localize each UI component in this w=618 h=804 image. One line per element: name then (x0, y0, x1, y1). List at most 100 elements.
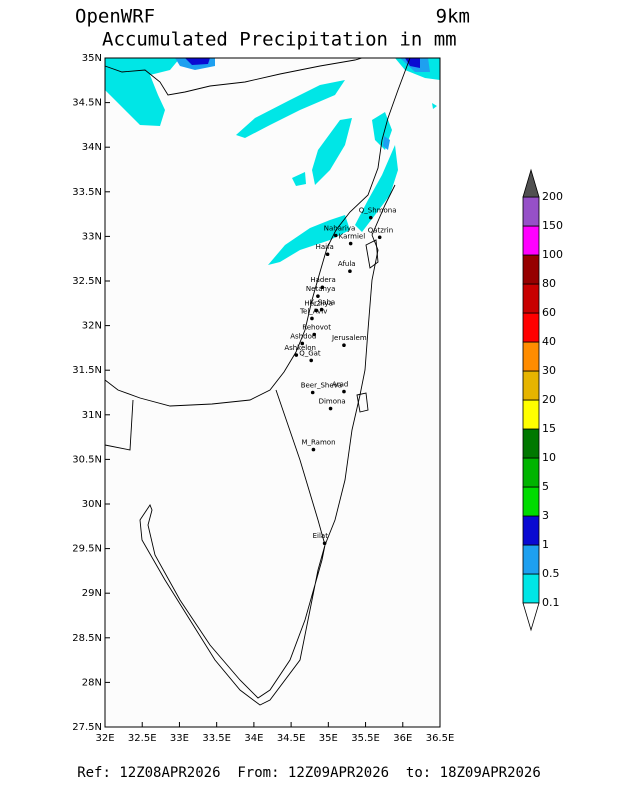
y-tick-label: 30N (82, 499, 102, 510)
x-tick-label: 35E (319, 733, 338, 744)
colorbar-box (522, 573, 540, 604)
city-label: Eilat (313, 532, 329, 540)
model-name: OpenWRF (75, 6, 155, 28)
y-tick-label: 29N (82, 588, 102, 599)
colorbar-label: 60 (542, 306, 556, 319)
city-dot (348, 269, 352, 273)
y-tick-label: 33.5N (72, 187, 102, 198)
city-dot (368, 215, 373, 220)
y-tick-label: 29.5N (72, 544, 102, 555)
city-dot (328, 406, 333, 411)
y-tick-label: 32N (82, 321, 102, 332)
city-label: Tel_Aviv (299, 307, 327, 315)
colorbar-label: 40 (542, 335, 556, 348)
y-tick-label: 35N (82, 53, 102, 64)
city-dot (377, 235, 382, 240)
colorbar-box (522, 341, 540, 372)
y-tick-label: 28N (82, 677, 102, 688)
colorbar-label: 15 (542, 422, 556, 435)
colorbar-label: 150 (542, 219, 563, 232)
y-tick-label: 31N (82, 410, 102, 421)
colorbar-box (522, 312, 540, 343)
map-title: Accumulated Precipitation in mm (102, 29, 457, 51)
colorbar-box (522, 196, 540, 227)
city-dot (320, 285, 325, 290)
city-dot (325, 252, 330, 257)
city-dot (309, 358, 314, 363)
city-dot (342, 343, 346, 348)
colorbar-label: 1 (542, 538, 549, 551)
city-dot (319, 307, 324, 312)
colorbar-box (522, 428, 540, 459)
x-tick-label: 32.5E (128, 733, 157, 744)
city-dot (322, 541, 327, 546)
city-label: Hadera (310, 276, 335, 284)
colorbar-box (522, 457, 540, 488)
coastlines (104, 57, 411, 706)
colorbar-label: 10 (542, 451, 556, 464)
colorbar-box (522, 225, 540, 256)
city-dot (310, 390, 315, 395)
city-label: Nahariya (324, 225, 356, 233)
x-tick-label: 35.5E (351, 733, 380, 744)
y-tick-label: 31.5N (72, 365, 102, 376)
city-label: Ashkelon (284, 344, 316, 352)
city-label: Netanya (306, 285, 335, 293)
colorbar-label: 200 (542, 190, 563, 203)
x-tick-label: 33.5E (202, 733, 231, 744)
y-tick-label: 32.5N (72, 276, 102, 287)
y-tick-label: 30.5N (72, 454, 102, 465)
y-tick-label: 34.5N (72, 98, 102, 109)
city-label: M_Ramon (301, 439, 335, 447)
city-label: Rehovot (302, 324, 331, 332)
city-label: Q_Shmona (359, 207, 397, 215)
colorbar-label: 0.5 (542, 567, 560, 580)
city-dot (300, 341, 305, 346)
city-label: Jerusalem (331, 334, 367, 342)
city-dot (333, 233, 338, 238)
x-tick-label: 34.5E (277, 733, 306, 744)
city-label: Karmiel (339, 233, 366, 241)
city-label: Beer_Sheva (301, 382, 342, 390)
colorbar-label: 3 (542, 509, 549, 522)
y-tick-label: 34N (82, 142, 102, 153)
city-dot (348, 241, 353, 246)
city-label: Afula (338, 260, 356, 268)
colorbar-box (522, 544, 540, 575)
city-label: Haifa (316, 243, 334, 251)
x-tick-label: 36E (393, 733, 412, 744)
y-tick-label: 28.5N (72, 633, 102, 644)
x-tick-label: 32E (95, 733, 114, 744)
map-area (105, 58, 440, 727)
city-dot (311, 447, 316, 452)
footer: Ref: 12Z08APR2026 From: 12Z09APR2026 to:… (77, 765, 541, 781)
city-label: Herzliya (304, 299, 332, 307)
map-frame (104, 57, 441, 728)
x-tick-label: 33E (170, 733, 189, 744)
colorbar-label: 20 (542, 393, 556, 406)
colorbar-over (522, 168, 540, 198)
city-dot (312, 332, 316, 337)
city-label: Q_Gat (299, 349, 321, 357)
colorbar-box (522, 399, 540, 430)
city-dot (316, 294, 320, 298)
colorbar-box (522, 515, 540, 546)
city-label: K_Saba (310, 299, 336, 307)
colorbar-label: 80 (542, 277, 556, 290)
y-tick-label: 33N (82, 231, 102, 242)
city-dot (342, 389, 346, 394)
x-tick-label: 34E (244, 733, 263, 744)
colorbar-label: 5 (542, 480, 549, 493)
colorbar-box (522, 254, 540, 285)
colorbar-under (522, 602, 540, 632)
city-label: Arad (332, 381, 348, 389)
city-label: Dimona (319, 398, 346, 406)
city-label: Qatzrin (368, 226, 393, 234)
city-dot (314, 308, 319, 313)
city-dot (310, 316, 314, 321)
city-dot (294, 353, 299, 357)
resolution: 9km (436, 6, 470, 28)
colorbar-box (522, 283, 540, 314)
